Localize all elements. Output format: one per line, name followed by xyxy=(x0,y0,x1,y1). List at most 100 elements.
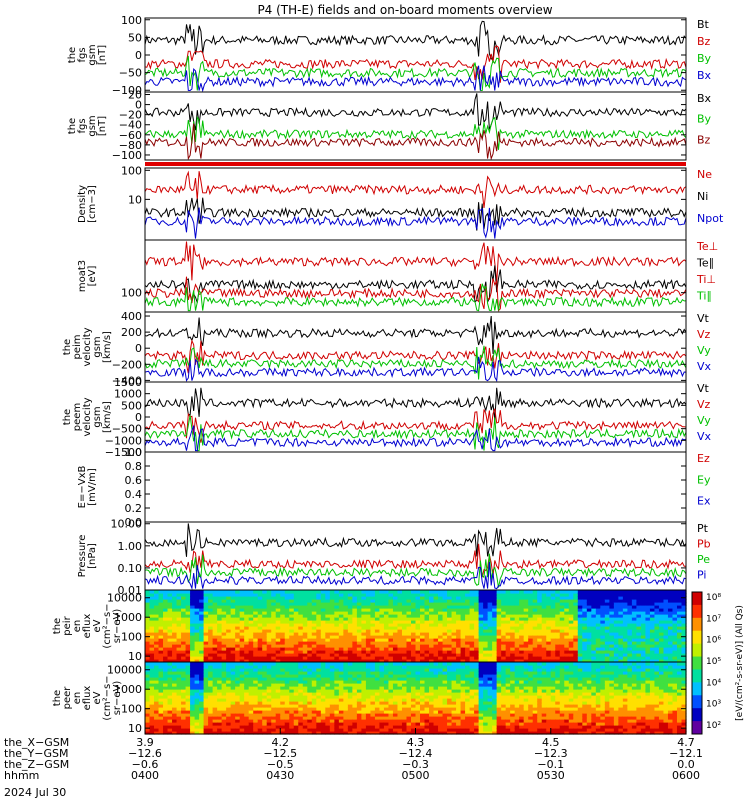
heat-cell xyxy=(546,614,552,618)
heat-cell xyxy=(478,656,484,660)
heat-cell xyxy=(365,689,372,693)
heat-cell xyxy=(248,635,254,639)
ylabel-line: gsm xyxy=(92,406,103,427)
heat-cell xyxy=(266,704,272,708)
heat-cell xyxy=(266,641,272,645)
heat-cell xyxy=(338,623,344,627)
heat-cell xyxy=(190,689,196,693)
heat-cell xyxy=(474,590,480,594)
heat-cell xyxy=(627,599,633,603)
heat-cell xyxy=(447,662,453,666)
heat-cell xyxy=(203,620,209,624)
heat-cell xyxy=(334,710,340,714)
heat-cell xyxy=(415,641,421,645)
heat-cell xyxy=(640,635,647,639)
panel-5: 4002000−200−400thepeimvelocitygsm[km/s]V… xyxy=(62,310,712,387)
heat-cell xyxy=(275,692,281,696)
heat-cell xyxy=(154,608,160,612)
heat-cell xyxy=(163,692,169,696)
legend-entry: Ez xyxy=(697,452,710,465)
heat-cell xyxy=(302,683,308,687)
heat-cell xyxy=(465,602,471,606)
heat-cell xyxy=(474,665,480,669)
heat-cell xyxy=(654,611,660,615)
heat-cell xyxy=(289,707,295,711)
heat-cell xyxy=(208,689,214,693)
heat-cell xyxy=(284,689,290,693)
heat-cell xyxy=(235,689,241,693)
heat-cell xyxy=(235,683,241,687)
heat-cell xyxy=(546,644,552,648)
heat-cell xyxy=(415,614,421,618)
heat-cell xyxy=(465,731,471,735)
heat-cell xyxy=(356,692,362,696)
heat-cell xyxy=(194,692,200,696)
heat-cell xyxy=(239,623,245,627)
heat-cell xyxy=(410,620,417,624)
heat-cell xyxy=(478,671,484,675)
heat-cell xyxy=(302,635,308,639)
heat-cell xyxy=(469,638,475,642)
heat-cell xyxy=(217,725,223,729)
heat-cell xyxy=(239,707,245,711)
heat-cell xyxy=(401,656,408,660)
heat-cell xyxy=(266,674,272,678)
heat-cell xyxy=(392,593,399,597)
heat-cell xyxy=(379,644,385,648)
heat-cell xyxy=(316,590,322,594)
heat-cell xyxy=(532,638,538,642)
heat-cell xyxy=(158,680,164,684)
heat-cell xyxy=(307,674,313,678)
heat-cell xyxy=(163,644,169,648)
heat-cell xyxy=(257,635,263,639)
heat-cell xyxy=(541,614,547,618)
heat-cell xyxy=(203,674,209,678)
heat-cell xyxy=(329,593,335,597)
heat-cell xyxy=(307,632,313,636)
heat-cell xyxy=(433,620,439,624)
heat-cell xyxy=(447,707,453,711)
heat-cell xyxy=(546,656,552,660)
heat-cell xyxy=(636,629,642,633)
heat-cell xyxy=(383,602,390,606)
heat-cell xyxy=(465,605,471,609)
heat-cell xyxy=(447,731,453,735)
heat-cell xyxy=(284,605,290,609)
heat-cell xyxy=(167,632,173,636)
heat-cell xyxy=(469,614,475,618)
heat-cell xyxy=(181,659,187,663)
heat-cell xyxy=(514,611,520,615)
heat-cell xyxy=(248,695,254,699)
heat-cell xyxy=(541,620,547,624)
heat-cell xyxy=(298,608,304,612)
heat-cell xyxy=(158,650,164,654)
heat-cell xyxy=(311,662,317,666)
heat-cell xyxy=(334,644,340,648)
heat-cell xyxy=(649,644,656,648)
heat-cell xyxy=(307,635,313,639)
heat-cell xyxy=(154,590,160,594)
heat-cell xyxy=(609,614,615,618)
heat-cell xyxy=(406,596,412,600)
heat-cell xyxy=(586,635,592,639)
heat-cell xyxy=(167,707,173,711)
heat-cell xyxy=(442,590,448,594)
heat-cell xyxy=(465,701,471,705)
heat-cell xyxy=(505,611,511,615)
heat-cell xyxy=(320,614,326,618)
heat-cell xyxy=(154,668,160,672)
heat-cell xyxy=(239,698,245,702)
heat-cell xyxy=(194,653,200,657)
heat-cell xyxy=(149,614,155,618)
heat-cell xyxy=(347,605,353,609)
heat-cell xyxy=(235,626,241,630)
heat-cell xyxy=(172,680,178,684)
heat-cell xyxy=(401,629,408,633)
heat-cell xyxy=(478,704,484,708)
heat-cell xyxy=(541,632,547,636)
heat-cell xyxy=(239,653,245,657)
heat-cell xyxy=(298,596,304,600)
ytick-label: −80 xyxy=(119,139,142,152)
heat-cell xyxy=(356,614,362,618)
ylabel-line: the xyxy=(67,47,78,63)
